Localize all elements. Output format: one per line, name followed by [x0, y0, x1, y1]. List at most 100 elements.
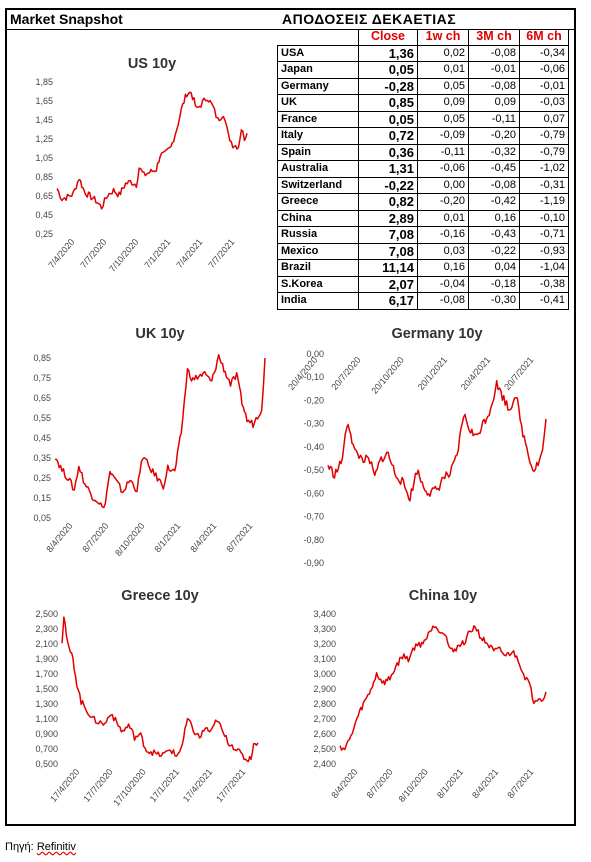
x-tick-label: 8/4/2020 [329, 767, 359, 800]
y-tick-label: 0,55 [33, 413, 51, 423]
y-tick-label: 0,00 [306, 349, 324, 359]
change-6m-cell: -1,02 [519, 160, 569, 178]
change-1w-cell: 0,02 [417, 44, 469, 62]
country-cell: Switzerland [277, 176, 359, 194]
close-cell: 7,08 [358, 226, 418, 244]
series-line [339, 625, 547, 751]
chart-greece-10y: Greece 10y 0,500 0,700 0,900 1,100 1,300 1,500… [35, 588, 259, 808]
close-cell: 0,36 [358, 143, 418, 161]
table-row: S.Korea 2,07 -0,04 -0,18 -0,38 [277, 275, 569, 293]
close-cell: -0,22 [358, 176, 418, 194]
source-label: Πηγή: [5, 841, 34, 853]
x-tick-label: 8/1/2021 [152, 521, 182, 554]
country-cell: Russia [277, 226, 359, 244]
change-6m-cell: -0,34 [519, 44, 569, 62]
country-cell: Brazil [277, 259, 359, 277]
y-tick-label: 1,05 [35, 153, 53, 163]
change-6m-cell: -0,31 [519, 176, 569, 194]
series-line [327, 380, 547, 502]
change-6m-cell: -0,03 [519, 94, 569, 112]
table-row: Greece 0,82 -0,20 -0,42 -1,19 [277, 193, 569, 211]
y-tick-label: 0,45 [35, 210, 53, 220]
change-3m-cell: -0,01 [468, 61, 520, 79]
header-3m: 3M ch [468, 29, 520, 46]
header-6m: 6M ch [519, 29, 569, 46]
x-tick-label: 8/7/2020 [365, 767, 395, 800]
y-tick-label: -0,60 [303, 488, 324, 498]
y-tick-label: 3,000 [313, 669, 336, 679]
y-tick-label: 1,65 [35, 96, 53, 106]
table-row: India 6,17 -0,08 -0,30 -0,41 [277, 292, 569, 310]
change-6m-cell: -0,01 [519, 77, 569, 95]
y-tick-label: -0,90 [303, 558, 324, 568]
change-3m-cell: -0,11 [468, 110, 520, 128]
y-tick-label: -0,10 [303, 372, 324, 382]
y-tick-label: -0,80 [303, 535, 324, 545]
close-cell: 0,72 [358, 127, 418, 145]
change-6m-cell: 0,07 [519, 110, 569, 128]
y-tick-label: 2,900 [313, 684, 336, 694]
close-cell: 11,14 [358, 259, 418, 277]
y-tick-label: 0,35 [33, 453, 51, 463]
y-tick-label: -0,20 [303, 395, 324, 405]
y-tick-label: 0,45 [33, 433, 51, 443]
y-tick-label: 2,700 [313, 714, 336, 724]
y-tick-label: 0,85 [35, 172, 53, 182]
change-3m-cell: -0,42 [468, 193, 520, 211]
table-row: USA 1,36 0,02 -0,08 -0,34 [277, 44, 569, 62]
y-tick-label: -0,70 [303, 512, 324, 522]
y-tick-label: 0,25 [35, 229, 53, 239]
table-row: Germany -0,28 0,05 -0,08 -0,01 [277, 77, 569, 95]
y-tick-label: 1,300 [35, 699, 58, 709]
report-frame [5, 8, 576, 826]
x-tick-label: 17/1/2021 [148, 767, 181, 804]
country-cell: Germany [277, 77, 359, 95]
chart-title: UK 10y [135, 326, 184, 342]
change-1w-cell: 0,09 [417, 94, 469, 112]
x-tick-label: 17/10/2020 [111, 767, 148, 808]
close-cell: 0,82 [358, 193, 418, 211]
y-tick-label: 0,65 [33, 393, 51, 403]
close-cell: 0,85 [358, 94, 418, 112]
x-tick-label: 8/4/2021 [470, 767, 500, 800]
x-tick-label: 7/7/2021 [206, 237, 236, 270]
table-row: Russia 7,08 -0,16 -0,43 -0,71 [277, 226, 569, 244]
table-title: ΑΠΟΔΟΣΕΙΣ ΔΕΚΑΕΤΙΑΣ [282, 11, 457, 27]
country-cell: USA [277, 44, 359, 62]
x-tick-label: 20/10/2020 [369, 355, 406, 396]
table-row: Japan 0,05 0,01 -0,01 -0,06 [277, 61, 569, 79]
table-row: Mexico 7,08 0,03 -0,22 -0,93 [277, 242, 569, 260]
change-1w-cell: 0,05 [417, 77, 469, 95]
x-tick-label: 8/7/2020 [80, 521, 110, 554]
country-cell: Spain [277, 143, 359, 161]
change-1w-cell: -0,20 [417, 193, 469, 211]
change-3m-cell: -0,43 [468, 226, 520, 244]
y-tick-label: 1,700 [35, 669, 58, 679]
x-tick-label: 17/7/2021 [214, 767, 247, 804]
yield-table: Close 1w ch 3M ch 6M ch USA 1,36 0,02 -0,08… [277, 29, 569, 310]
y-tick-label: 2,800 [313, 699, 336, 709]
y-tick-label: 2,400 [313, 759, 336, 769]
x-tick-label: 7/7/2020 [78, 237, 108, 270]
country-cell: China [277, 209, 359, 227]
y-tick-label: 2,600 [313, 729, 336, 739]
y-tick-label: 3,400 [313, 609, 336, 619]
chart-germany-10y: Germany 10y 0,00 -0,10 -0,20 -0,30 -0,40 -0,50… [286, 326, 547, 568]
header-blank-cell [277, 29, 359, 46]
table-header-row: Close 1w ch 3M ch 6M ch [277, 29, 569, 46]
table-row: China 2,89 0,01 0,16 -0,10 [277, 209, 569, 227]
x-tick-label: 8/10/2020 [113, 521, 146, 558]
x-tick-label: 8/4/2021 [188, 521, 218, 554]
close-cell: 7,08 [358, 242, 418, 260]
y-tick-label: 1,100 [35, 714, 58, 724]
y-tick-label: 0,900 [35, 729, 58, 739]
change-6m-cell: -1,19 [519, 193, 569, 211]
change-3m-cell: -0,22 [468, 242, 520, 260]
change-6m-cell: -0,79 [519, 143, 569, 161]
y-tick-label: 2,100 [35, 639, 58, 649]
close-cell: -0,28 [358, 77, 418, 95]
y-tick-label: 1,900 [35, 654, 58, 664]
x-tick-label: 8/1/2021 [435, 767, 465, 800]
change-6m-cell: -0,10 [519, 209, 569, 227]
y-tick-label: -0,30 [303, 419, 324, 429]
